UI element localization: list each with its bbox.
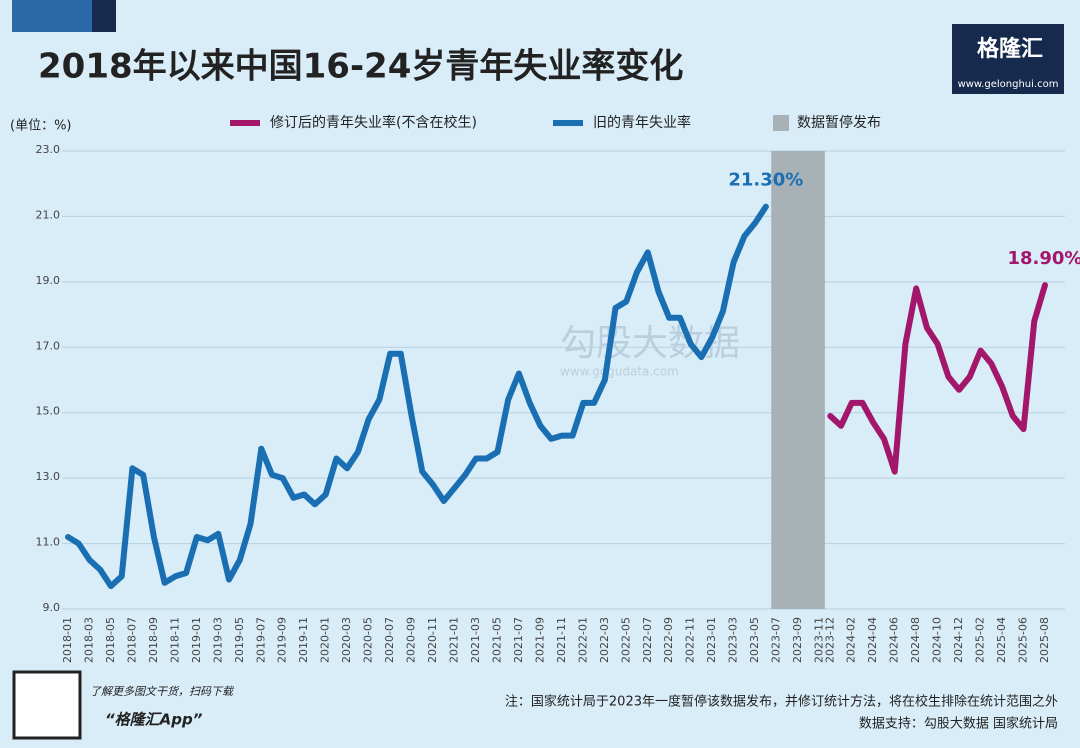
x-tick-label: 2021-07 (512, 617, 525, 663)
x-tick-label: 2021-03 (469, 617, 482, 663)
qr-code (12, 670, 82, 740)
x-tick-label: 2022-09 (662, 617, 675, 663)
corner-block (12, 0, 92, 32)
x-tick-label: 2020-07 (383, 617, 396, 663)
value-label: 18.90% (1008, 248, 1080, 269)
corner-block (92, 0, 116, 32)
watermark-url: www.gogudata.com (560, 365, 679, 379)
y-tick-label: 17.0 (36, 339, 61, 352)
x-tick-label: 2024-04 (866, 617, 879, 663)
y-tick-label: 15.0 (36, 405, 61, 418)
x-tick-label: 2025-02 (974, 617, 987, 663)
x-tick-label: 2024-02 (845, 617, 858, 663)
x-tick-label: 2022-05 (619, 617, 632, 663)
x-tick-label: 2024-10 (931, 617, 944, 663)
x-tick-label: 2023-03 (727, 617, 740, 663)
x-tick-label: 2024-12 (952, 617, 965, 663)
x-tick-label: 2020-01 (319, 617, 332, 663)
x-tick-label: 2022-07 (641, 617, 654, 663)
chart-title: 2018年以来中国16-24岁青年失业率变化 (38, 47, 683, 87)
x-tick-label: 2022-01 (576, 617, 589, 663)
x-tick-label: 2020-03 (340, 617, 353, 663)
x-tick-label: 2023-07 (770, 617, 783, 663)
x-tick-label: 2022-11 (684, 617, 697, 663)
note: 注：国家统计局于2023年一度暂停该数据发布，并修订统计方法，将在校生排除在统计… (505, 694, 1058, 710)
legend-swatch (773, 115, 789, 131)
x-tick-label: 2023-11 (813, 617, 826, 663)
x-tick-label: 2018-01 (61, 617, 74, 663)
x-tick-label: 2021-11 (555, 617, 568, 663)
x-tick-label: 2019-11 (297, 617, 310, 663)
x-tick-label: 2018-05 (104, 617, 117, 663)
x-tick-label: 2021-01 (448, 617, 461, 663)
x-tick-label: 2018-07 (125, 617, 138, 663)
x-tick-label: 2019-03 (211, 617, 224, 663)
x-tick-label: 2023-01 (705, 617, 718, 663)
x-tick-label: 2018-03 (82, 617, 95, 663)
legend-label: 数据暂停发布 (797, 114, 881, 131)
x-tick-label: 2018-11 (168, 617, 181, 663)
x-tick-label: 2024-06 (888, 617, 901, 663)
x-tick-label: 2020-05 (362, 617, 375, 663)
x-tick-label: 2019-05 (233, 617, 246, 663)
x-tick-label: 2019-09 (276, 617, 289, 663)
shaded-band (771, 151, 825, 609)
source: 数据支持：勾股大数据 国家统计局 (859, 716, 1058, 732)
y-tick-label: 11.0 (36, 536, 61, 549)
x-tick-label: 2025-04 (995, 617, 1008, 663)
unit-label: (单位：%) (10, 119, 72, 134)
app-name: “格隆汇App” (105, 711, 203, 729)
series-line (827, 282, 1048, 475)
logo-url: www.gelonghui.com (958, 79, 1059, 90)
legend-label: 旧的青年失业率 (593, 114, 691, 131)
y-tick-label: 21.0 (36, 208, 61, 221)
x-tick-label: 2020-11 (426, 617, 439, 663)
x-tick-label: 2021-05 (490, 617, 503, 663)
x-tick-label: 2023-05 (748, 617, 761, 663)
x-tick-label: 2021-09 (533, 617, 546, 663)
x-tick-label: 2023-12 (823, 617, 836, 663)
x-tick-label: 2019-01 (190, 617, 203, 663)
x-tick-label: 2025-08 (1038, 617, 1051, 663)
x-tick-label: 2023-09 (791, 617, 804, 663)
x-tick-label: 2022-03 (598, 617, 611, 663)
y-tick-label: 9.0 (43, 601, 61, 614)
series-line (65, 203, 769, 590)
y-tick-label: 19.0 (36, 274, 61, 287)
x-tick-label: 2019-07 (254, 617, 267, 663)
qr-caption: 了解更多图文干货，扫码下载 (90, 685, 235, 698)
y-tick-label: 13.0 (36, 470, 61, 483)
x-tick-label: 2025-06 (1017, 617, 1030, 663)
logo-text: 格隆汇 (977, 36, 1043, 62)
y-tick-label: 23.0 (36, 143, 61, 156)
x-tick-label: 2020-09 (405, 617, 418, 663)
x-tick-label: 2024-08 (909, 617, 922, 663)
value-label: 21.30% (728, 170, 803, 191)
legend-label: 修订后的青年失业率(不含在校生) (270, 114, 477, 131)
logo-box (952, 24, 1064, 94)
x-tick-label: 2018-09 (147, 617, 160, 663)
